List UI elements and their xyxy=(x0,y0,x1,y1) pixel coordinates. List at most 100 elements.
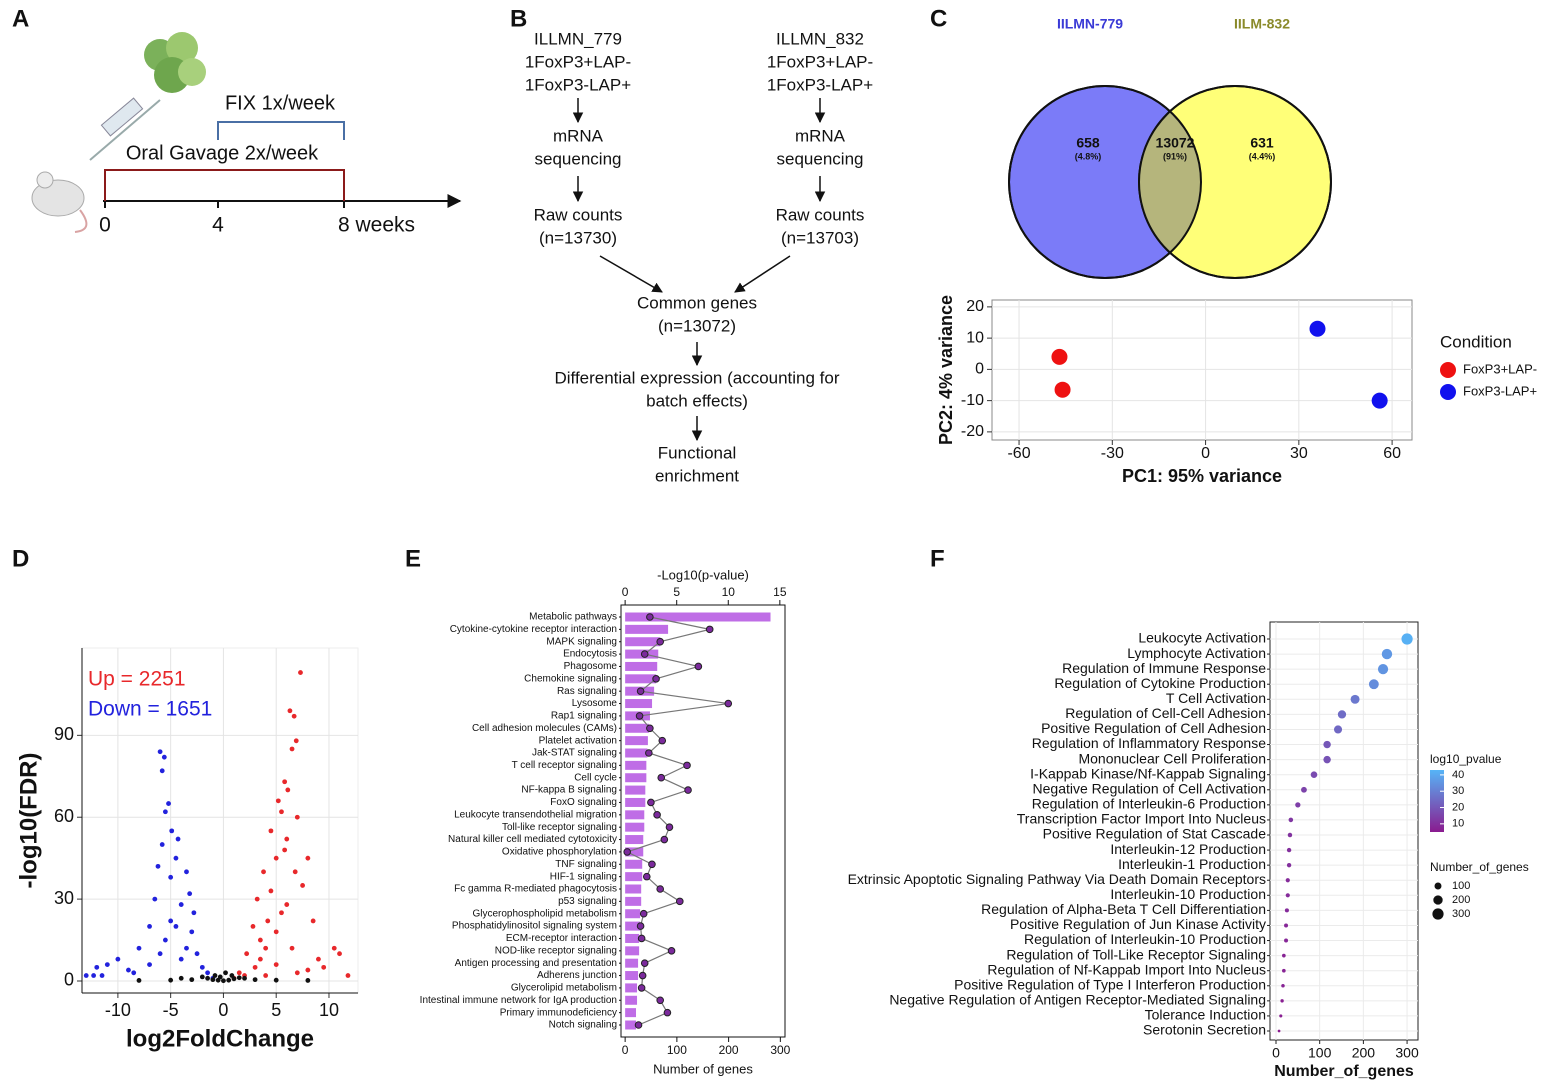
dot xyxy=(1288,817,1294,823)
bar xyxy=(625,946,640,956)
category-label: Positive Regulation of Stat Cascade xyxy=(1043,826,1267,842)
p-value-dot xyxy=(647,798,655,807)
legend-title: Condition xyxy=(1440,332,1512,351)
dot xyxy=(1323,755,1331,764)
point xyxy=(173,924,179,929)
point xyxy=(310,918,316,924)
flow-node-text: ILLMN_779 xyxy=(534,29,622,48)
colorbar-tick-label: 20 xyxy=(1452,801,1464,813)
category-label: T Cell Activation xyxy=(1166,690,1266,706)
p-value-dot xyxy=(665,823,674,831)
point xyxy=(263,945,269,951)
dot xyxy=(1381,648,1393,660)
point xyxy=(91,973,97,978)
colorbar-tick-label: 30 xyxy=(1452,785,1464,797)
dot xyxy=(1282,968,1286,973)
category-label: Negative Regulation of Cell Activation xyxy=(1033,780,1266,796)
category-label: Oxidative phosphorylation xyxy=(502,847,617,858)
x-tick-label: 100 xyxy=(1308,1045,1332,1061)
category-label: Notch signaling xyxy=(549,1020,617,1031)
p-value-dot xyxy=(667,947,676,955)
colorbar xyxy=(1430,770,1444,832)
point xyxy=(99,973,105,978)
category-label: Positive Regulation of Cell Adhesion xyxy=(1041,720,1266,736)
point xyxy=(263,973,269,978)
p-value-dot xyxy=(684,786,692,794)
point xyxy=(155,863,161,869)
point xyxy=(229,973,235,978)
venn-percent: (91%) xyxy=(1163,151,1187,161)
category-label: Jak-STAT signaling xyxy=(532,748,617,759)
flow-node-text: enrichment xyxy=(655,466,739,485)
plot-frame xyxy=(620,604,786,1038)
bar xyxy=(625,909,641,919)
point xyxy=(242,975,247,981)
bar xyxy=(625,884,642,894)
bar xyxy=(625,723,649,733)
p-value-dot xyxy=(705,625,714,634)
category-label: Lysosome xyxy=(572,698,618,709)
dot xyxy=(1284,923,1289,928)
annotation: Up = 2251 xyxy=(88,668,186,691)
category-label: Glycerophospholipid metabolism xyxy=(472,908,617,919)
p-value-dot xyxy=(653,811,661,819)
p-value-dot xyxy=(623,848,631,856)
annotation: Down = 1651 xyxy=(88,698,212,721)
flow-node-text: 1FoxP3-LAP+ xyxy=(767,75,873,94)
point xyxy=(284,836,290,842)
bar xyxy=(625,785,646,795)
category-label: Regulation of Cell-Cell Adhesion xyxy=(1065,705,1266,721)
category-label: Regulation of Immune Response xyxy=(1062,660,1266,676)
p-value-dot xyxy=(656,996,664,1005)
point xyxy=(293,738,299,744)
x2-tick-label: 0 xyxy=(622,585,629,599)
flow-node-text: batch effects) xyxy=(646,391,748,410)
bar xyxy=(625,847,644,857)
point xyxy=(169,828,175,834)
category-label: Positive Regulation of Jun Kinase Activi… xyxy=(1010,916,1266,932)
bar xyxy=(625,624,669,634)
point xyxy=(257,956,263,962)
point xyxy=(279,809,284,815)
dot xyxy=(1280,999,1284,1003)
category-label: I-Kappab Kinase/Nf-Kappab Signaling xyxy=(1030,765,1266,781)
point xyxy=(257,937,263,943)
category-label: Lymphocyte Activation xyxy=(1127,645,1266,661)
category-label: ECM-receptor interaction xyxy=(506,933,617,944)
point xyxy=(273,929,279,935)
x2-tick-label: 5 xyxy=(673,585,680,599)
bar xyxy=(625,736,648,746)
point xyxy=(273,855,279,861)
point xyxy=(331,945,337,951)
point xyxy=(265,918,271,924)
gavage-bracket xyxy=(104,169,345,201)
point xyxy=(291,713,297,719)
category-label: Metabolic pathways xyxy=(529,612,617,623)
syringe-icon xyxy=(89,97,161,161)
category-label: Interleukin-1 Production xyxy=(1118,856,1266,872)
legend-swatch xyxy=(1440,362,1456,378)
point xyxy=(187,891,193,897)
dot xyxy=(1333,725,1343,734)
bar xyxy=(625,661,658,671)
bar xyxy=(625,797,646,807)
point xyxy=(261,869,266,875)
category-label: Regulation of Interleukin-10 Production xyxy=(1024,931,1266,947)
x-tick-label: -5 xyxy=(163,1000,179,1020)
dot xyxy=(1279,1014,1283,1018)
point xyxy=(252,977,258,983)
category-label: Primary immunodeficiency xyxy=(500,1007,617,1018)
x-tick-label: 200 xyxy=(1352,1045,1376,1061)
point xyxy=(166,801,171,806)
p-value-dot xyxy=(675,897,684,906)
dot xyxy=(1285,878,1290,883)
point xyxy=(292,869,298,875)
p-value-dot xyxy=(652,675,660,683)
bar xyxy=(625,760,647,770)
point xyxy=(321,964,327,970)
point xyxy=(175,836,181,842)
venn-percent: (4.8%) xyxy=(1075,151,1102,161)
dot xyxy=(1286,847,1292,853)
bar xyxy=(625,1020,637,1030)
point xyxy=(305,978,311,983)
